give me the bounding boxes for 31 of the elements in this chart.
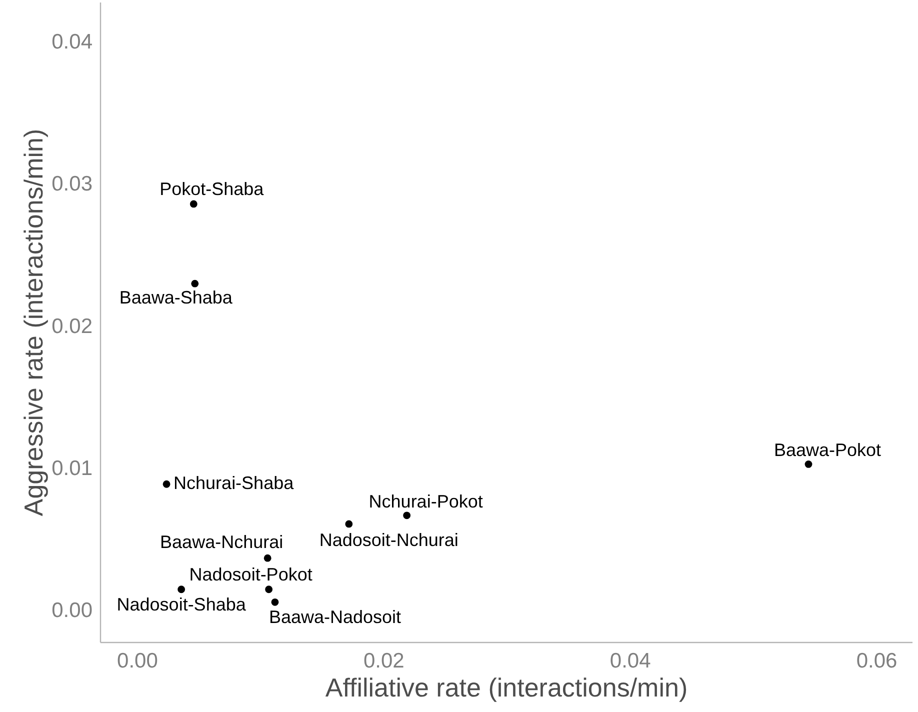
y-tick-label: 0.00 [52, 599, 92, 622]
annotation: Baawa-Nchurai [160, 532, 284, 552]
point [345, 520, 353, 528]
annotation: Nchurai-Shaba [174, 473, 295, 494]
annotation: Nadosoit-Shaba [116, 594, 247, 614]
point [265, 586, 273, 594]
annotation: Baawa-Pokot [774, 440, 882, 460]
x-axis-title: Affiliative rate (interactions/min) [325, 672, 688, 702]
point [264, 554, 272, 562]
annotation: Nadosoit-Pokot [189, 564, 312, 584]
point [162, 480, 170, 488]
x-tick-label: 0.04 [610, 650, 652, 672]
annotation: Nadosoit-Nchurai [319, 530, 458, 550]
annotation: Baawa-Nadosoit [268, 607, 402, 628]
annotation: Pokot-Shaba [160, 178, 265, 199]
annotation: Baawa-Shaba [119, 288, 234, 308]
y-tick-label: 0.02 [52, 314, 92, 338]
point [191, 280, 199, 288]
annotation: Nchurai-Pokot [368, 491, 483, 512]
point [178, 586, 186, 594]
point [403, 512, 411, 520]
point [271, 598, 279, 606]
y-tick-label: 0.01 [52, 456, 92, 480]
point [804, 460, 812, 468]
x-tick-label: 0.02 [363, 650, 404, 672]
point [190, 200, 198, 208]
y-tick-label: 0.04 [52, 30, 93, 54]
x-tick-label: 0.06 [856, 650, 898, 672]
y-tick-label: 0.03 [52, 172, 92, 196]
x-tick-label: 0.00 [117, 650, 158, 672]
y-axis-title: Aggressive rate (interactions/min) [18, 128, 49, 516]
